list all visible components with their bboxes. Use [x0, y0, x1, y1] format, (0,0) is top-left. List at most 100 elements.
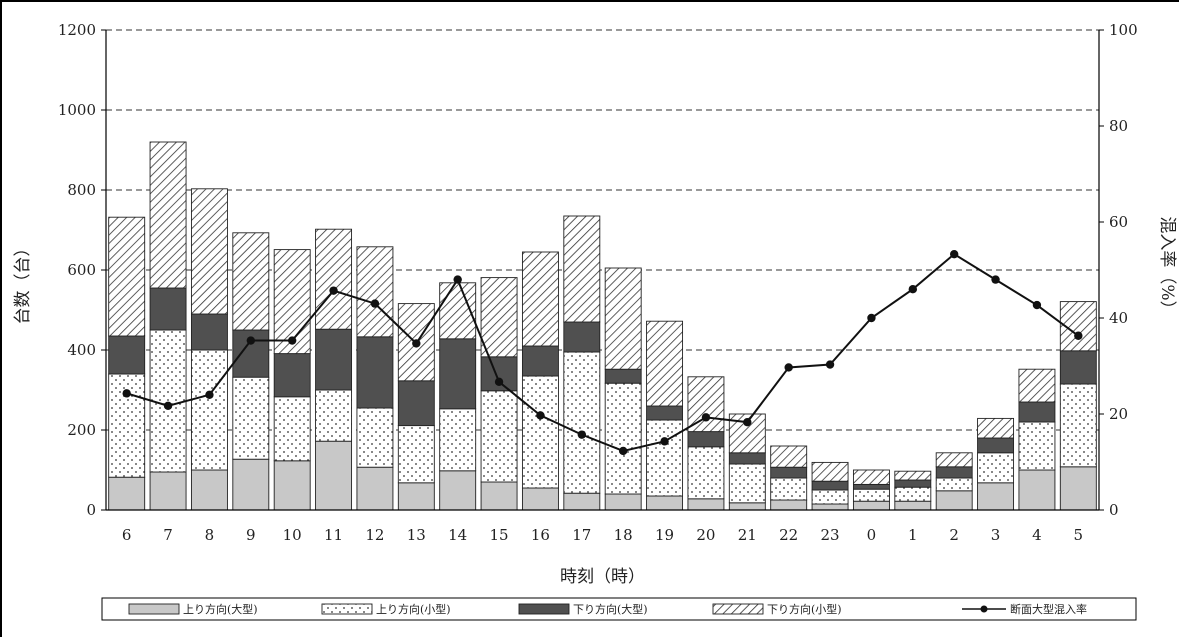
y-axis-title-right: 混入率（%） — [1157, 216, 1177, 317]
y-tick-label-right: 20 — [1109, 405, 1128, 423]
x-tick-label: 11 — [324, 526, 343, 544]
line-point — [908, 285, 918, 294]
bar-segment-up-large — [770, 499, 808, 511]
x-tick-label: 16 — [531, 526, 550, 544]
bar-segment-down-large — [439, 338, 477, 410]
x-tick-label: 18 — [614, 526, 633, 544]
bar-segment-down-large — [977, 437, 1015, 454]
bar-segment-down-small — [770, 445, 808, 468]
x-tick-label: 12 — [365, 526, 384, 544]
x-tick-label: 22 — [779, 526, 798, 544]
line-point — [370, 299, 380, 308]
x-tick-label: 2 — [949, 526, 959, 544]
legend-label: 上り方向(大型) — [183, 602, 258, 616]
bar-segment-down-small — [646, 320, 684, 407]
line-point — [618, 446, 628, 456]
bar-segment-down-small — [315, 228, 353, 330]
line-point — [122, 389, 131, 398]
bar-segment-up-small — [894, 486, 932, 502]
bar-segment-down-large — [894, 479, 932, 488]
bar-segment-up-small — [439, 408, 477, 472]
line-point — [412, 339, 421, 348]
x-tick-label: 17 — [572, 526, 591, 544]
x-axis-title: 時刻（時） — [560, 567, 645, 587]
legend-label: 下り方向(小型) — [767, 602, 842, 616]
bar-segment-down-large — [273, 353, 311, 398]
y-tick-label-left: 1000 — [58, 101, 96, 119]
legend-label: 上り方向(小型) — [376, 602, 451, 616]
line-point — [536, 411, 545, 420]
axes-layer — [101, 29, 1104, 511]
bar-segment-up-small — [935, 477, 973, 492]
bar-segment-down-large — [521, 345, 559, 377]
legend-swatch — [518, 603, 570, 615]
bar-segment-down-small — [1018, 368, 1056, 403]
x-tick-label: 9 — [246, 526, 256, 544]
y-tick-label-left: 200 — [67, 421, 96, 439]
line-point — [494, 377, 504, 387]
line-point — [743, 417, 752, 427]
y-tick-label-right: 100 — [1109, 21, 1138, 39]
bar-segment-up-large — [232, 458, 270, 511]
bar-segment-up-large — [149, 471, 187, 511]
line-point — [329, 286, 338, 295]
bar-segment-up-large — [1018, 469, 1056, 511]
bar-segment-down-large — [935, 466, 973, 479]
bar-segment-down-small — [604, 267, 642, 370]
y-tick-label-right: 0 — [1109, 501, 1119, 519]
line-point — [287, 336, 297, 345]
bar-segment-down-small — [190, 188, 228, 315]
y-tick-label-left: 0 — [86, 501, 96, 519]
bar-segment-up-large — [397, 482, 435, 511]
line-point — [577, 430, 587, 439]
line-point — [1074, 331, 1083, 340]
bar-segment-down-small — [356, 246, 394, 338]
legend-box — [101, 597, 1137, 621]
line-layer — [122, 249, 1083, 456]
bar-segment-up-small — [604, 382, 642, 495]
bar-segment-up-small — [687, 446, 725, 500]
x-tick-label: 0 — [867, 526, 877, 544]
bar-segment-up-large — [480, 481, 518, 511]
x-tick-label: 5 — [1074, 526, 1084, 544]
line-point — [784, 363, 793, 372]
bar-segment-up-small — [273, 396, 311, 462]
bars-layer — [108, 141, 1097, 511]
bar-segment-up-large — [356, 466, 394, 511]
line-point — [205, 390, 214, 399]
legend-swatch — [321, 603, 373, 615]
bar-segment-up-large — [315, 440, 353, 511]
bar-segment-down-large — [397, 380, 435, 427]
bar-segment-up-large — [521, 487, 559, 511]
bar-segment-down-small — [521, 251, 559, 347]
legend-swatch — [128, 603, 180, 615]
bar-segment-down-small — [894, 470, 932, 481]
legend-layer: 上り方向(大型) 上り方向(小型) 下り方向(大型) 下り方向(小型) 断面大型混入率 — [101, 597, 1137, 621]
bar-segment-down-small — [687, 376, 725, 433]
bar-segment-down-large — [770, 466, 808, 479]
y-tick-label-right: 60 — [1109, 213, 1128, 231]
bar-segment-up-small — [397, 425, 435, 484]
y-tick-label-right: 40 — [1109, 309, 1128, 327]
bar-segment-down-large — [563, 321, 601, 353]
y-tick-label-left: 1200 — [58, 21, 96, 39]
bar-segment-down-small — [852, 469, 890, 485]
bar-segment-down-large — [852, 483, 890, 490]
bar-segment-up-small — [190, 349, 228, 471]
legend-swatch — [712, 603, 764, 615]
bar-segment-up-large — [563, 492, 601, 511]
x-tick-label: 14 — [448, 526, 467, 544]
bar-segment-down-large — [604, 368, 642, 384]
bar-segment-down-small — [563, 215, 601, 323]
bar-segment-down-large — [646, 405, 684, 421]
x-tick-label: 3 — [991, 526, 1001, 544]
bar-segment-up-small — [770, 477, 808, 501]
bar-segment-up-small — [232, 376, 270, 460]
bar-segment-down-large — [356, 336, 394, 409]
bar-segment-up-small — [1018, 421, 1056, 471]
bar-segment-up-large — [811, 503, 849, 511]
bar-segment-down-small — [480, 277, 518, 358]
bar-segment-up-small — [563, 351, 601, 494]
legend-label: 下り方向(大型) — [573, 602, 648, 616]
